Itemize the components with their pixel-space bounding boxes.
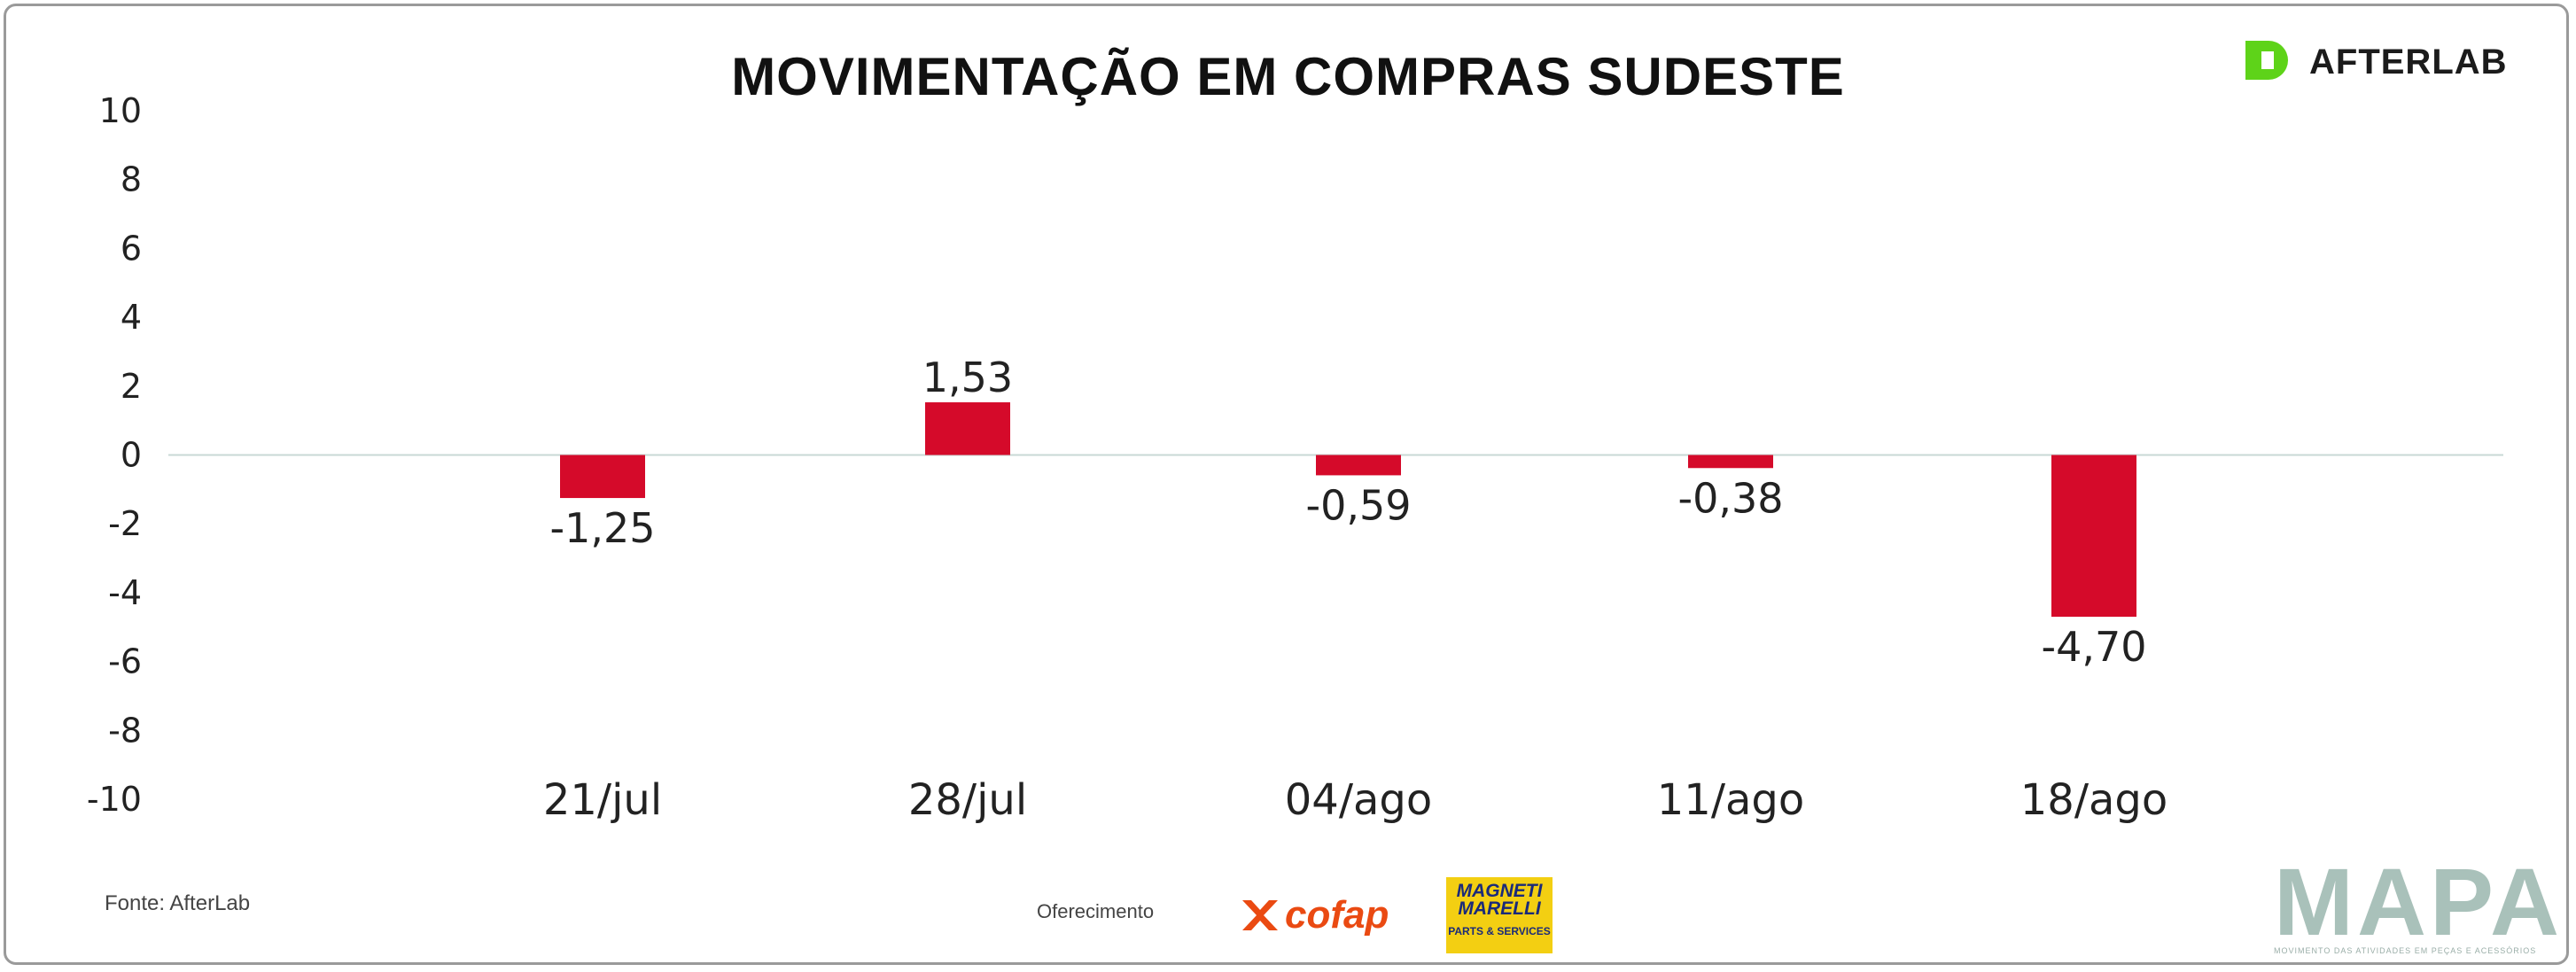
y-tick-label: 10 <box>99 91 142 130</box>
bar <box>1688 455 1773 469</box>
chart-frame <box>4 4 2569 965</box>
cofap-logo-icon <box>1242 900 1278 930</box>
magneti-marelli-logo-text: MAGNETI MARELLI <box>1456 881 1543 919</box>
source-note: Fonte: AfterLab <box>105 891 251 915</box>
sponsor-caption: Oferecimento <box>1037 900 1155 922</box>
y-tick-label: 6 <box>121 229 142 268</box>
y-tick-label: -8 <box>108 711 142 750</box>
chart-title: MOVIMENTAÇÃO EM COMPRAS SUDESTE <box>731 47 1845 106</box>
magneti-marelli-logo-subtext: PARTS & SERVICES <box>1448 925 1551 937</box>
cofap-logo-text: cofap <box>1285 893 1389 937</box>
bar <box>2051 455 2136 618</box>
y-tick-label: -10 <box>87 780 142 819</box>
bar <box>1316 455 1401 476</box>
bar <box>925 402 1010 455</box>
y-tick-label: -2 <box>108 504 142 543</box>
data-label: -1,25 <box>549 504 655 552</box>
x-tick-label: 18/ago <box>2020 775 2168 825</box>
y-tick-label: -4 <box>108 573 142 612</box>
data-label: -0,38 <box>1677 474 1783 522</box>
data-label: -0,59 <box>1305 481 1411 529</box>
data-label: 1,53 <box>922 354 1013 401</box>
mapa-logo: MAPA MOVIMENTO DAS ATIVIDADES EM PEÇAS E… <box>2274 848 2563 956</box>
x-axis: 21/jul 28/jul 04/ago 11/ago 18/ago <box>543 775 2167 825</box>
data-labels: -1,25 1,53 -0,59 -0,38 -4,70 <box>549 354 2146 671</box>
mapa-logo-text: MAPA <box>2274 848 2563 955</box>
afterlab-logo-icon <box>2245 41 2288 80</box>
cofap-logo: cofap <box>1239 893 1413 937</box>
afterlab-logo-text: AFTERLAB <box>2309 43 2508 82</box>
bar-series <box>560 402 2136 618</box>
y-tick-label: -6 <box>108 642 142 681</box>
mapa-logo-tagline: MOVIMENTO DAS ATIVIDADES EM PEÇAS E ACES… <box>2274 946 2537 955</box>
y-axis: 10 8 6 4 2 0 -2 -4 -6 -8 -10 <box>87 91 142 819</box>
magneti-marelli-logo: MAGNETI MARELLI PARTS & SERVICES <box>1446 877 1553 953</box>
data-label: -4,70 <box>2041 623 2146 671</box>
x-tick-label: 11/ago <box>1657 775 1805 825</box>
x-tick-label: 04/ago <box>1285 775 1433 825</box>
y-tick-label: 0 <box>121 436 142 475</box>
y-tick-label: 8 <box>121 160 142 199</box>
x-tick-label: 28/jul <box>908 775 1027 825</box>
y-tick-label: 4 <box>121 298 142 337</box>
x-tick-label: 21/jul <box>543 775 662 825</box>
bar <box>560 455 645 499</box>
y-tick-label: 2 <box>121 367 142 406</box>
